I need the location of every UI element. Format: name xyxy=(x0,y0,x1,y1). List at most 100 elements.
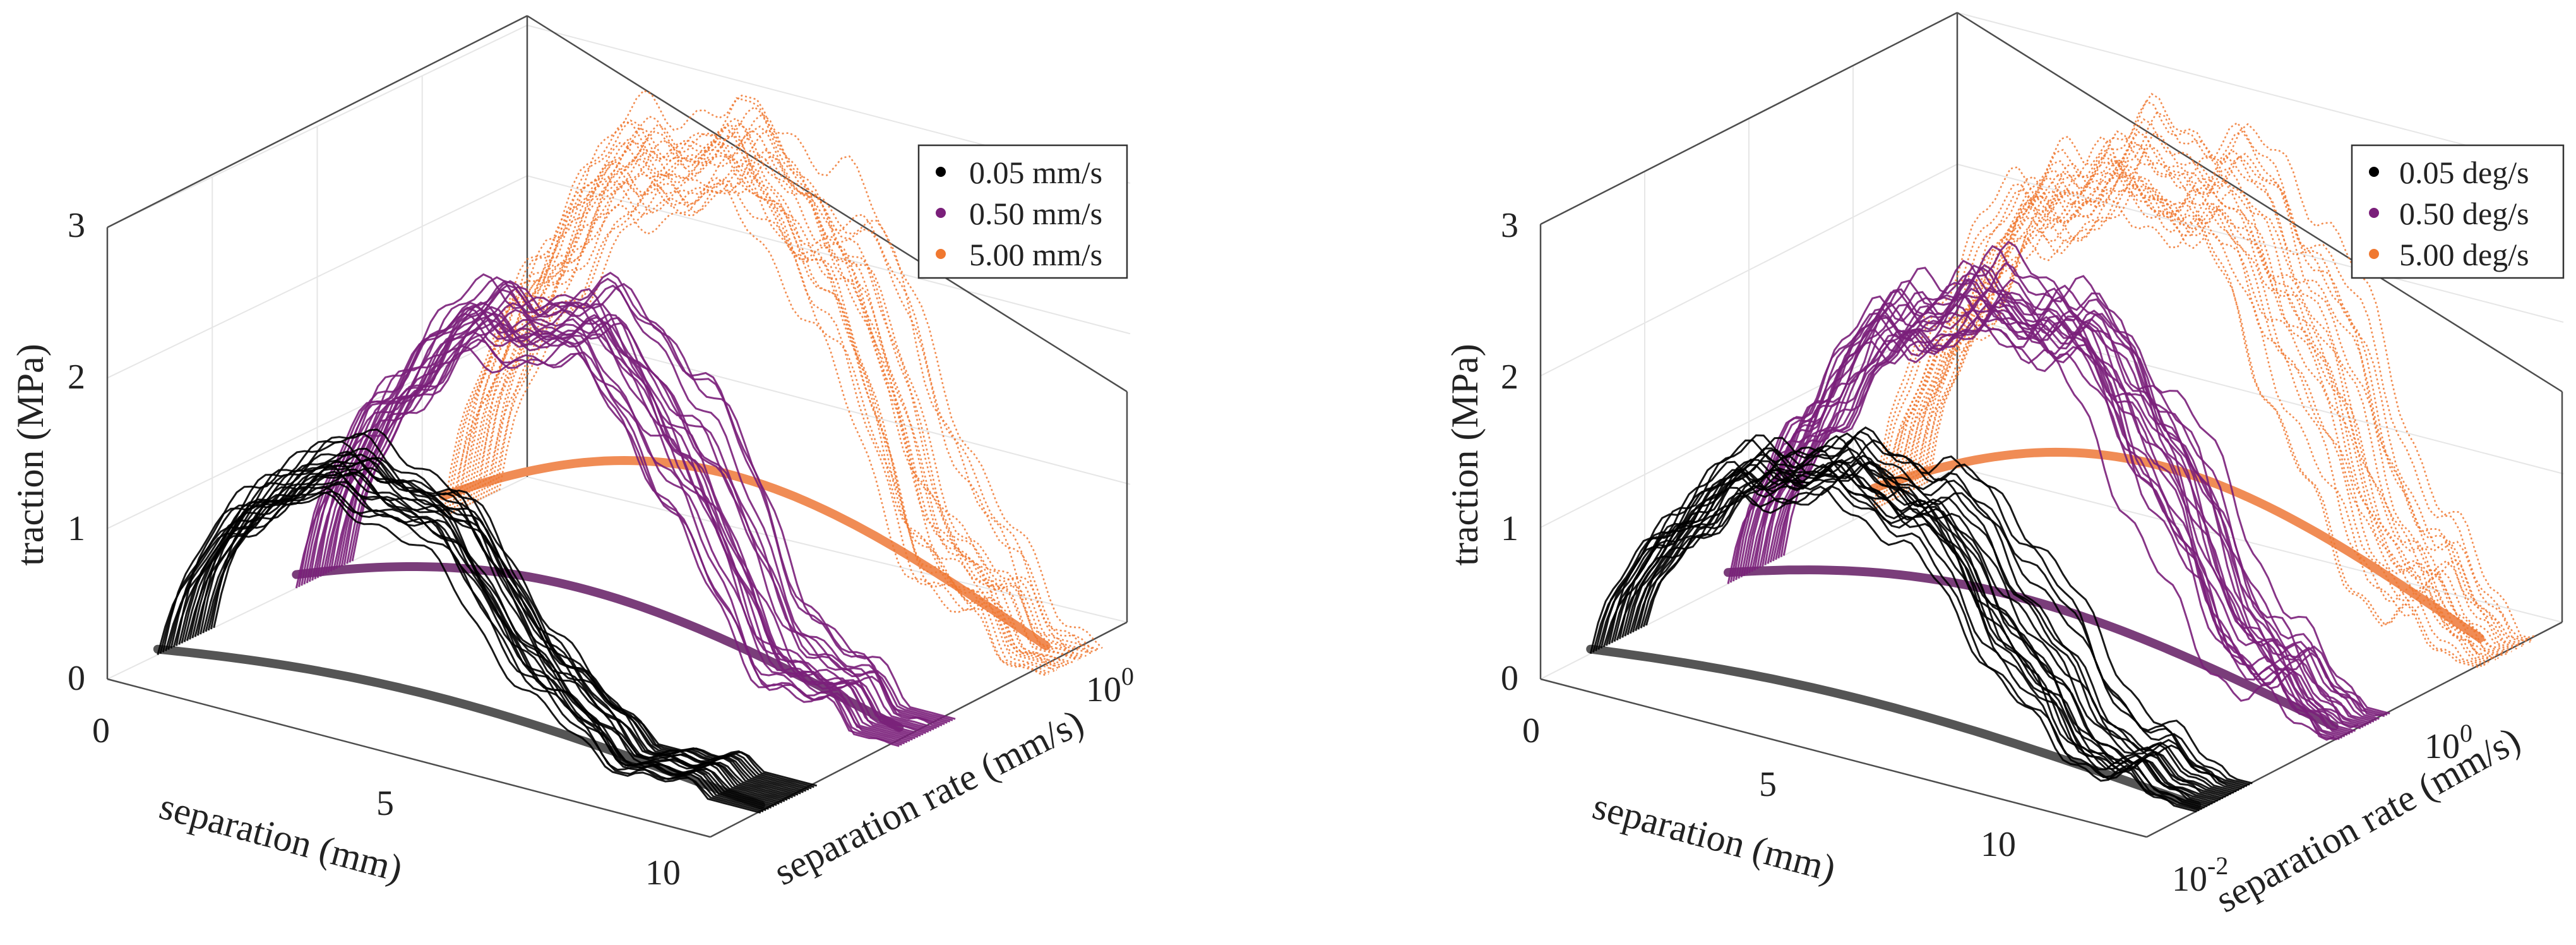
left-gridlines xyxy=(107,24,1131,629)
data-curve-0-50-deg-s xyxy=(1738,278,2346,738)
data-curve-5-00-mm-s xyxy=(442,140,1047,677)
data-curve-5-00-mm-s xyxy=(482,105,1087,657)
data-curve-0-05-deg-s xyxy=(1621,447,2229,797)
right-xlabel: separation (mm) xyxy=(1589,785,1840,890)
data-curve-5-00-deg-s xyxy=(1907,143,2515,649)
data-curve-5-00-mm-s xyxy=(469,156,1073,663)
data-curve-0-05-mm-s xyxy=(159,491,764,813)
left-legend-label: 0.05 mm/s xyxy=(969,155,1102,190)
data-curve-0-05-mm-s xyxy=(162,463,766,811)
right-box-edge xyxy=(1957,11,2563,393)
right-zlabel: traction (MPa) xyxy=(1444,344,1486,566)
data-curve-5-00-mm-s xyxy=(450,178,1055,672)
data-curve-0-05-deg-s xyxy=(1645,439,2253,785)
data-curve-0-05-mm-s xyxy=(210,428,814,788)
data-curve-0-05-deg-s xyxy=(1626,436,2234,794)
left-legend-marker xyxy=(936,208,946,218)
data-curve-5-00-deg-s xyxy=(1923,92,2531,643)
data-curve-5-00-mm-s xyxy=(485,153,1090,654)
right-legend-box xyxy=(2351,144,2565,279)
data-curve-5-00-deg-s xyxy=(1928,111,2536,639)
right-legend-label: 5.00 deg/s xyxy=(2399,237,2529,272)
data-curve-0-50-mm-s xyxy=(330,276,934,730)
left-x-tick: 10 xyxy=(645,853,681,893)
data-curve-0-50-mm-s xyxy=(351,282,956,720)
data-curve-5-00-deg-s xyxy=(1888,130,2496,661)
data-curve-5-00-deg-s xyxy=(1899,164,2507,655)
right-x-tick: 0 xyxy=(1522,711,1540,750)
data-curve-0-50-mm-s xyxy=(301,306,905,745)
left-curves xyxy=(153,89,1103,814)
data-curve-0-50-deg-s xyxy=(1767,308,2375,723)
right-x-axis xyxy=(1540,678,2147,838)
data-curve-5-00-mm-s xyxy=(474,160,1079,661)
data-curve-5-00-deg-s xyxy=(1915,118,2523,647)
right-x-tick: 5 xyxy=(1759,765,1777,804)
left-legend: 0.05 mm/s 0.50 mm/s 5.00 mm/s xyxy=(917,144,1128,279)
data-curve-0-50-mm-s xyxy=(343,280,948,724)
data-curve-0-50-deg-s xyxy=(1782,278,2390,714)
left-x-tick: 5 xyxy=(376,784,394,823)
data-curve-0-05-deg-s xyxy=(1637,426,2245,788)
left-z-tick: 3 xyxy=(68,206,85,245)
data-curve-5-00-deg-s xyxy=(1883,158,2491,663)
data-curve-5-00-mm-s xyxy=(458,120,1063,669)
data-curve-5-00-deg-s xyxy=(1886,171,2494,660)
data-curve-0-05-deg-s xyxy=(1640,461,2248,787)
model-curve-5-00-deg-s xyxy=(1869,447,2484,643)
left-z-tick: 0 xyxy=(68,659,85,698)
data-curve-0-05-deg-s xyxy=(1600,468,2208,807)
data-curve-5-00-mm-s xyxy=(472,97,1076,661)
data-curve-0-50-deg-s xyxy=(1762,286,2369,725)
data-curve-5-00-mm-s xyxy=(493,149,1097,652)
data-curve-0-50-mm-s xyxy=(340,284,945,725)
data-curve-5-00-mm-s xyxy=(477,89,1082,659)
right-y-tick: 100 xyxy=(2424,719,2472,766)
right-legend-marker xyxy=(2369,167,2379,177)
right-z-tick: 1 xyxy=(1501,509,1518,548)
model-curve-0-50-mm-s xyxy=(292,562,904,732)
right-legend-marker xyxy=(2369,249,2379,259)
left-panel-box xyxy=(106,15,1131,838)
left-box-edge xyxy=(107,15,528,229)
data-curve-0-50-deg-s xyxy=(1780,240,2388,716)
left-zlabel: traction (MPa) xyxy=(9,344,51,566)
data-curve-5-00-mm-s xyxy=(496,128,1100,651)
left-panel: 3 2 1 0 0 5 10 100 traction (MPa) separa… xyxy=(9,15,1134,893)
gridline xyxy=(107,325,1131,529)
data-curve-0-50-mm-s xyxy=(338,272,943,726)
data-curve-0-05-deg-s xyxy=(1595,463,2202,810)
data-curve-0-05-mm-s xyxy=(207,457,812,790)
right-box-edge xyxy=(1540,11,1958,226)
right-y-tick: 10-2 xyxy=(2172,852,2228,899)
data-curve-0-05-mm-s xyxy=(213,457,818,787)
left-z-tick: 1 xyxy=(68,509,85,548)
right-z-tick: 2 xyxy=(1501,358,1518,397)
left-legend-label: 5.00 mm/s xyxy=(969,237,1102,272)
data-curve-0-05-mm-s xyxy=(200,447,804,793)
data-curve-5-00-deg-s xyxy=(1875,154,2483,668)
data-curve-0-50-deg-s xyxy=(1769,301,2377,721)
data-curve-5-00-mm-s xyxy=(490,113,1095,653)
right-ylabel: separation rate (mm/s) xyxy=(2209,719,2527,920)
left-legend-box xyxy=(917,144,1128,279)
data-curve-0-50-deg-s xyxy=(1732,292,2340,740)
data-curve-0-50-mm-s xyxy=(349,308,953,721)
data-curve-5-00-mm-s xyxy=(453,126,1058,671)
data-curve-5-00-mm-s xyxy=(487,125,1092,654)
data-curve-0-50-deg-s xyxy=(1777,262,2385,718)
data-curve-0-50-mm-s xyxy=(311,338,915,740)
right-legend-marker xyxy=(2369,208,2379,218)
data-curve-0-05-mm-s xyxy=(191,471,796,797)
left-legend-marker xyxy=(936,249,946,259)
data-curve-5-00-deg-s xyxy=(1910,131,2518,650)
data-curve-0-05-mm-s xyxy=(189,468,793,798)
data-curve-0-50-deg-s xyxy=(1764,244,2372,724)
data-curve-0-50-mm-s xyxy=(327,312,932,732)
data-curve-0-50-deg-s xyxy=(1775,294,2382,717)
left-x-axis xyxy=(107,678,711,838)
right-panel: 3 2 1 0 0 5 10 10-2 100 traction (MPa) s… xyxy=(1444,11,2565,920)
data-curve-5-00-mm-s xyxy=(444,176,1049,675)
right-curves xyxy=(1586,92,2536,813)
